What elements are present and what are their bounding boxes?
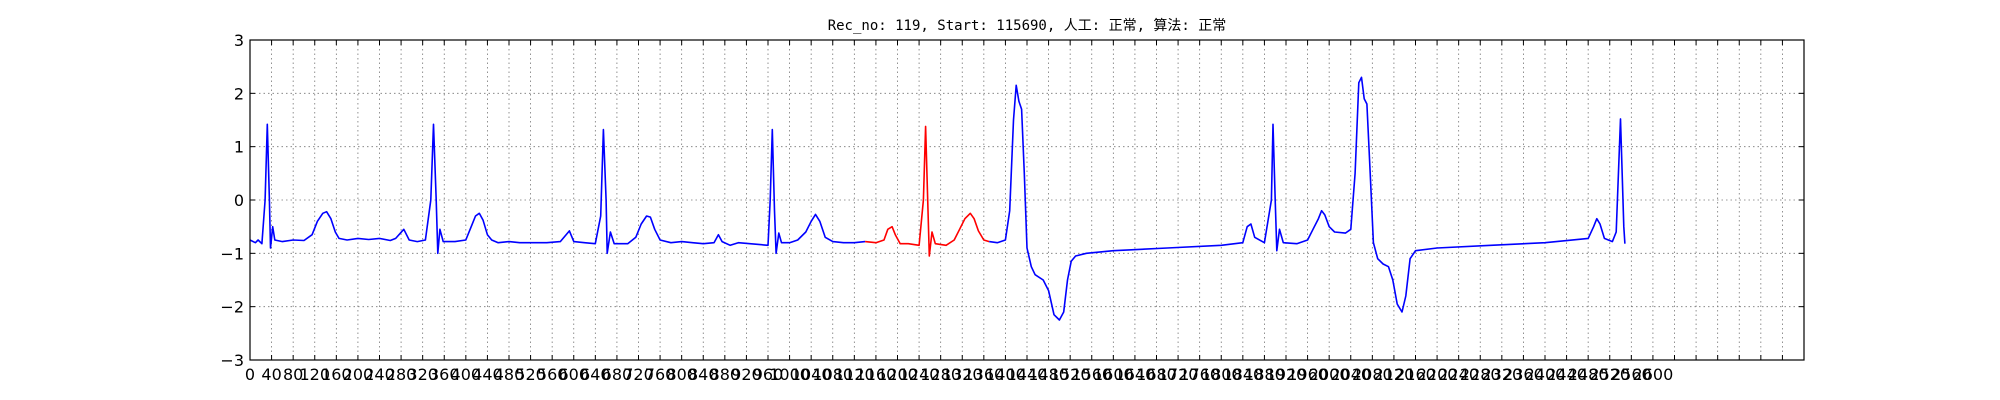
x-tick-label: 880 xyxy=(710,365,741,384)
x-tick-label: 2160 xyxy=(1395,365,1436,384)
x-tick-label: 1080 xyxy=(812,365,853,384)
x-tick-label: 280 xyxy=(386,365,417,384)
x-tick-label: 680 xyxy=(602,365,633,384)
x-tick-label: 1720 xyxy=(1158,365,1199,384)
x-tick-label: 1200 xyxy=(877,365,918,384)
x-tick-label: 2480 xyxy=(1568,365,1609,384)
x-tick-label: 2320 xyxy=(1481,365,1522,384)
x-tick-label: 1000 xyxy=(769,365,810,384)
x-tick-label: 1640 xyxy=(1115,365,1156,384)
x-tick-label: 1760 xyxy=(1179,365,1220,384)
x-tick-label: 2360 xyxy=(1503,365,1544,384)
x-tick-label: 1800 xyxy=(1201,365,1242,384)
y-tick-label: −3 xyxy=(220,351,244,370)
x-tick-label: 720 xyxy=(623,365,654,384)
x-tick-label: 560 xyxy=(537,365,568,384)
x-tick-label: 1920 xyxy=(1266,365,1307,384)
x-tick-label: 960 xyxy=(753,365,784,384)
x-tick-label: 1280 xyxy=(920,365,961,384)
x-tick-label: 920 xyxy=(731,365,762,384)
y-tick-label: −1 xyxy=(220,244,244,263)
x-tick-label: 1840 xyxy=(1222,365,1263,384)
x-tick-label: 2600 xyxy=(1633,365,1674,384)
x-tick-label: 1960 xyxy=(1287,365,1328,384)
plot-frame xyxy=(249,39,1805,361)
x-tick-label: 1560 xyxy=(1071,365,1112,384)
x-tick-label: 1160 xyxy=(856,365,897,384)
x-tick-label: 2280 xyxy=(1460,365,1501,384)
x-tick-label: 160 xyxy=(321,365,352,384)
x-tick-label: 360 xyxy=(429,365,460,384)
x-tick-label: 2240 xyxy=(1438,365,1479,384)
x-tick-label: 2080 xyxy=(1352,365,1393,384)
x-tick-label: 1600 xyxy=(1093,365,1134,384)
x-tick-label: 120 xyxy=(299,365,330,384)
x-tick-label: 80 xyxy=(283,365,303,384)
x-tick-label: 2040 xyxy=(1330,365,1371,384)
x-tick-label: 640 xyxy=(580,365,611,384)
x-axis-ticks: 0 40 8012016020024028032036040044048052056… xyxy=(245,40,1805,384)
x-tick-label: 480 xyxy=(494,365,525,384)
x-tick-label: 400 xyxy=(451,365,482,384)
series-lines xyxy=(249,76,1626,321)
x-tick-label: 1320 xyxy=(942,365,983,384)
x-tick-label: 1880 xyxy=(1244,365,1285,384)
x-tick-label: 2440 xyxy=(1546,365,1587,384)
x-tick-label: 1400 xyxy=(985,365,1026,384)
x-tick-label: 2560 xyxy=(1611,365,1652,384)
x-tick-label: 1440 xyxy=(1007,365,1048,384)
x-tick-label: 320 xyxy=(407,365,438,384)
chart-title: Rec_no: 119, Start: 115690, 人工: 正常, 算法: … xyxy=(828,18,1227,34)
x-tick-label: 1240 xyxy=(899,365,940,384)
x-tick-label: 1680 xyxy=(1136,365,1177,384)
x-tick-label: 1120 xyxy=(834,365,875,384)
x-tick-label: 1520 xyxy=(1050,365,1091,384)
x-tick-label: 2000 xyxy=(1309,365,1350,384)
x-tick-label: 2120 xyxy=(1374,365,1415,384)
y-tick-label: 3 xyxy=(234,31,244,50)
x-tick-label: 0 xyxy=(245,365,255,384)
x-tick-label: 1040 xyxy=(791,365,832,384)
x-tick-label: 2200 xyxy=(1417,365,1458,384)
x-tick-label: 840 xyxy=(688,365,719,384)
x-tick-label: 2520 xyxy=(1589,365,1630,384)
y-tick-label: −2 xyxy=(220,298,244,317)
y-tick-label: 0 xyxy=(234,191,244,210)
x-tick-label: 200 xyxy=(343,365,374,384)
series-line xyxy=(249,123,866,255)
y-axis-ticks: 3 2 1 0 −1 −2 −3 xyxy=(220,31,1804,370)
series-line xyxy=(989,76,1626,321)
x-tick-label: 440 xyxy=(472,365,503,384)
x-tick-label: 520 xyxy=(515,365,546,384)
y-tick-label: 1 xyxy=(234,138,244,157)
grid-lines xyxy=(250,40,1804,360)
series-line xyxy=(865,125,990,257)
x-tick-label: 760 xyxy=(645,365,676,384)
x-tick-label: 240 xyxy=(364,365,395,384)
x-tick-label: 40 xyxy=(261,365,281,384)
x-tick-label: 1480 xyxy=(1028,365,1069,384)
x-tick-label: 800 xyxy=(666,365,697,384)
x-tick-label: 600 xyxy=(558,365,589,384)
x-tick-label: 1360 xyxy=(963,365,1004,384)
y-tick-label: 2 xyxy=(234,84,244,103)
x-tick-label: 2400 xyxy=(1525,365,1566,384)
